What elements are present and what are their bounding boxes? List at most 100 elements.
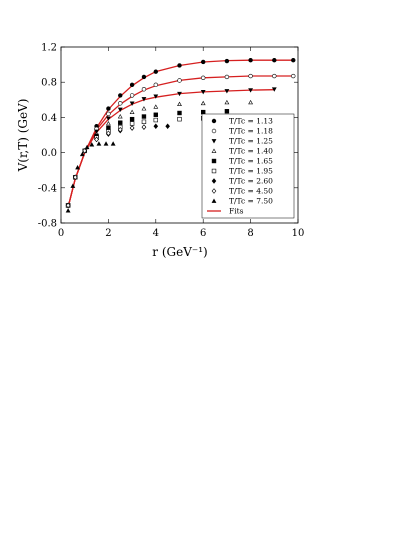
data-point	[106, 106, 111, 111]
data-point	[224, 89, 230, 94]
legend-label: T/Tc = 1.65	[229, 157, 273, 166]
data-point	[141, 74, 147, 80]
data-point	[141, 124, 147, 130]
data-point	[200, 100, 206, 106]
y-tick-labels: -0.8 -0.4 0.0 0.4 0.8 1.2	[38, 43, 57, 230]
legend-label: T/Tc = 1.40	[229, 147, 273, 156]
data-point	[177, 91, 182, 97]
data-point	[106, 130, 111, 136]
data-point	[224, 74, 230, 80]
data-point	[129, 93, 135, 98]
x-tick-label: 2	[105, 228, 111, 239]
data-point	[153, 94, 159, 99]
data-point	[141, 114, 147, 119]
x-axis-label: r (GeV⁻¹)	[152, 245, 207, 259]
data-point	[248, 99, 254, 105]
data-point	[141, 87, 147, 92]
data-point	[153, 69, 159, 74]
data-point	[177, 116, 182, 122]
y-tick-label: 0.0	[41, 148, 57, 159]
data-point	[94, 136, 99, 143]
data-point	[105, 121, 111, 126]
data-point	[72, 174, 78, 180]
data-point	[84, 144, 90, 150]
legend-label: T/Tc = 4.50	[229, 187, 273, 196]
data-point	[106, 111, 111, 117]
data-point	[129, 109, 135, 114]
data-point	[117, 126, 123, 133]
legend-label: T/Tc = 2.60	[229, 177, 273, 186]
legend-marker	[211, 188, 217, 194]
data-point	[248, 88, 254, 93]
data-point	[271, 87, 277, 92]
data-point	[248, 57, 253, 63]
data-point	[129, 125, 135, 131]
legend-label: T/Tc = 1.13	[229, 117, 273, 126]
data-point	[201, 109, 206, 115]
legend-marker	[211, 128, 217, 134]
legend-marker	[211, 158, 217, 164]
data-point	[291, 73, 296, 79]
data-point	[105, 116, 111, 121]
data-points	[65, 57, 296, 213]
data-point	[201, 59, 206, 65]
y-tick-label: -0.4	[38, 183, 57, 194]
legend-label: T/Tc = 1.25	[229, 137, 273, 146]
data-point	[165, 123, 170, 129]
data-point	[65, 208, 71, 213]
y-tick-label: 0.8	[41, 78, 57, 89]
data-point	[224, 99, 230, 105]
data-point	[177, 101, 182, 107]
data-point	[153, 123, 159, 129]
legend-label: T/Tc = 1.95	[229, 167, 273, 176]
data-point	[200, 90, 206, 95]
data-point	[177, 110, 182, 116]
data-point	[248, 73, 253, 79]
legend-box	[201, 113, 295, 219]
data-point	[117, 107, 123, 112]
data-point	[79, 151, 85, 157]
data-point	[75, 165, 80, 170]
data-point	[103, 141, 109, 146]
data-point	[177, 63, 182, 68]
x-tick-label: 8	[247, 228, 253, 239]
series-8	[65, 124, 147, 209]
data-point	[224, 109, 230, 114]
data-point	[129, 101, 135, 106]
legend-marker	[211, 198, 217, 203]
data-point	[117, 114, 123, 119]
data-point	[89, 142, 95, 147]
data-point	[141, 106, 147, 111]
data-point	[272, 57, 277, 63]
data-point	[153, 117, 158, 123]
data-point	[118, 120, 123, 125]
legend-marker	[211, 168, 217, 174]
data-point	[153, 112, 158, 117]
y-axis-label: V(r,T) (GeV)	[16, 99, 30, 173]
legend-marker	[211, 148, 217, 153]
x-tick-label: 6	[200, 228, 206, 239]
data-point	[129, 82, 135, 88]
data-point	[153, 82, 159, 88]
data-point	[82, 148, 87, 154]
data-point	[118, 101, 123, 106]
data-point	[110, 141, 116, 146]
series-9	[65, 141, 116, 213]
legend-label: T/Tc = 1.18	[229, 127, 273, 136]
data-point	[70, 183, 76, 188]
data-point	[153, 104, 159, 109]
data-point	[272, 73, 277, 79]
data-point	[224, 58, 230, 64]
legend-marker	[211, 118, 217, 124]
data-point	[291, 57, 296, 63]
data-point	[141, 97, 147, 102]
data-point	[96, 141, 102, 146]
x-tick-labels: 0 2 4 6 8 10	[58, 228, 305, 239]
data-point	[118, 93, 123, 98]
legend-label: T/Tc = 7.50	[229, 197, 273, 206]
x-tick-label: 0	[58, 228, 64, 239]
data-point	[129, 116, 135, 122]
data-point	[65, 202, 71, 209]
legend-marker	[211, 139, 217, 144]
